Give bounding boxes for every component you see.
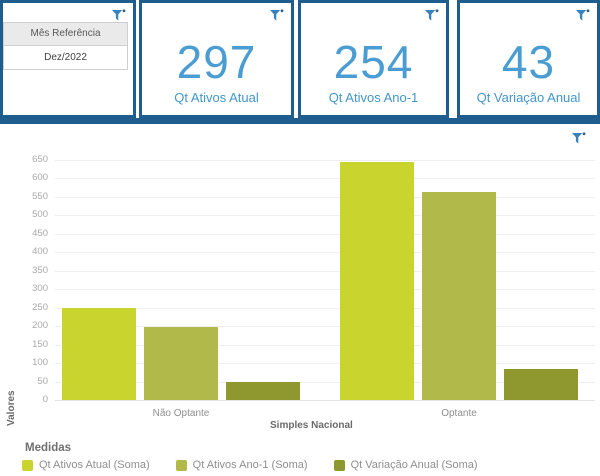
- gridline: [55, 270, 595, 272]
- kpi2-funnel-icon[interactable]: [424, 9, 439, 27]
- y-tick-label: 250: [32, 301, 48, 313]
- y-tick-label: 150: [32, 338, 48, 350]
- bar-Não Optante-Qt Ativos Atual (Soma)[interactable]: [62, 308, 136, 400]
- legend-label: Qt Variação Anual (Soma): [350, 459, 478, 471]
- legend-item[interactable]: Qt Ativos Atual (Soma): [22, 459, 150, 471]
- y-tick-label: 650: [32, 154, 48, 165]
- gridline: [55, 400, 595, 401]
- y-tick-label: 300: [32, 283, 48, 295]
- kpi3-value: 43: [501, 36, 556, 89]
- gridline: [55, 215, 595, 217]
- gridline: [55, 252, 595, 254]
- kpi2-label: Qt Ativos Ano-1: [328, 90, 419, 105]
- kpi-card-qt-ativos-atual[interactable]: 297 Qt Ativos Atual: [139, 0, 294, 118]
- chart-funnel-icon[interactable]: [571, 132, 586, 150]
- y-tick-label: 600: [32, 172, 48, 184]
- kpi-card-qt-ativos-ano-1[interactable]: 254 Qt Ativos Ano-1: [298, 0, 449, 118]
- kpi2-value: 254: [333, 36, 414, 89]
- bar-Optante-Qt Variação Anual (Soma)[interactable]: [504, 369, 578, 400]
- gridline: [55, 344, 595, 346]
- legend-swatch: [333, 459, 345, 471]
- bar-Optante-Qt Ativos Atual (Soma)[interactable]: [340, 161, 414, 400]
- gridline: [55, 289, 595, 291]
- y-tick-label: 50: [37, 375, 48, 387]
- gridline: [55, 196, 595, 198]
- legend: Qt Ativos Atual (Soma) Qt Ativos Ano-1 (S…: [22, 459, 478, 471]
- gridline: [55, 178, 595, 180]
- legend-title: Medidas: [25, 442, 72, 454]
- y-tick-label: 450: [32, 227, 48, 239]
- gridline: [55, 307, 595, 309]
- y-tick-label: 500: [32, 209, 48, 221]
- bar-Optante-Qt Ativos Ano-1 (Soma)[interactable]: [422, 192, 496, 400]
- slicer-header: Mês Referência: [4, 23, 127, 46]
- legend-swatch: [22, 459, 33, 471]
- y-tick-label: 0: [42, 394, 48, 405]
- kpi3-label: Qt Variação Anual: [476, 90, 581, 105]
- legend-item[interactable]: Qt Variação Anual (Soma): [333, 459, 478, 471]
- bar-chart-panel: 0 50 100 150 200 250 300 350 400 450 500 550 600 650 N…: [0, 118, 600, 476]
- gridline: [55, 381, 595, 383]
- gridline: [55, 160, 595, 161]
- bar-Não Optante-Qt Ativos Ano-1 (Soma)[interactable]: [144, 326, 218, 400]
- kpi1-label: Qt Ativos Atual: [174, 90, 259, 105]
- legend-label: Qt Ativos Ano-1 (Soma): [192, 459, 308, 471]
- gridline: [55, 233, 595, 235]
- y-tick-label: 200: [32, 320, 48, 332]
- y-tick-label: 550: [32, 190, 48, 202]
- y-axis-title: Valores: [6, 390, 17, 426]
- gridline: [55, 363, 595, 365]
- slicer-selected-value[interactable]: Dez/2022: [4, 46, 127, 69]
- legend-item[interactable]: Qt Ativos Ano-1 (Soma): [175, 459, 308, 471]
- month-slicer: Mês Referência Dez/2022: [3, 22, 128, 70]
- kpi-card-qt-variacao-anual[interactable]: 43 Qt Variação Anual: [457, 0, 600, 118]
- month-filter-panel: Mês Referência Dez/2022: [0, 0, 136, 118]
- category-label: Optante: [441, 408, 477, 419]
- gridline: [55, 326, 595, 328]
- y-tick-label: 100: [32, 357, 48, 369]
- category-label: Não Optante: [152, 408, 210, 419]
- x-axis-title: Simples Nacional: [270, 420, 353, 431]
- bar-Não Optante-Qt Variação Anual (Soma)[interactable]: [226, 381, 300, 400]
- y-tick-label: 350: [32, 264, 48, 276]
- legend-swatch: [175, 459, 187, 471]
- kpi3-funnel-icon[interactable]: [575, 9, 590, 27]
- y-tick-label: 400: [32, 246, 48, 258]
- legend-label: Qt Ativos Atual (Soma): [39, 459, 150, 471]
- kpi1-value: 297: [176, 36, 257, 89]
- kpi1-funnel-icon[interactable]: [269, 9, 284, 27]
- filter-funnel-icon[interactable]: [111, 9, 126, 27]
- chart-plot-area: 0 50 100 150 200 250 300 350 400 450 500 550 600 650 N…: [0, 124, 600, 476]
